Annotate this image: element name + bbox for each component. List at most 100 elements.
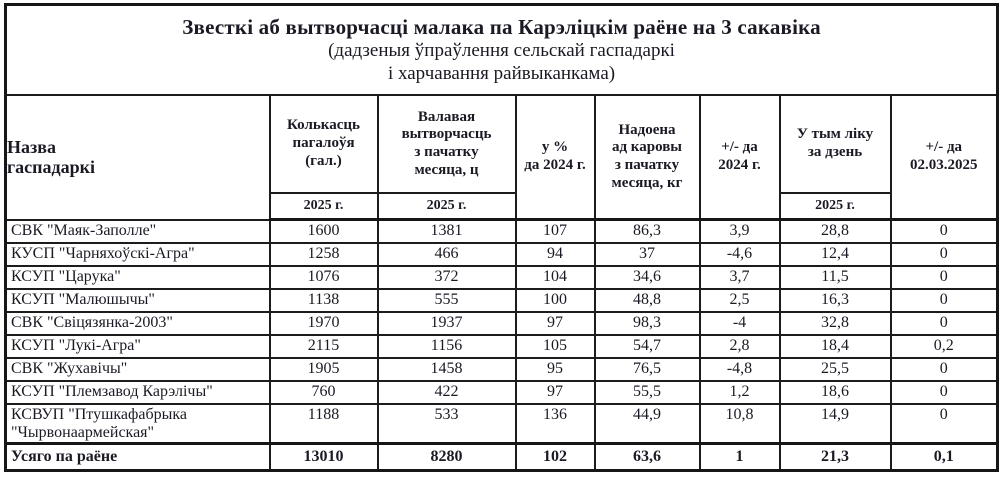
header-per-day: У тым ліку за дзень — [778, 94, 892, 194]
cell-value: -4,6 — [698, 241, 781, 267]
cell-value: 11,5 — [778, 264, 892, 290]
total-value: 63,6 — [593, 442, 701, 472]
subheader-2025-per-day: 2025 г. — [778, 192, 892, 221]
milk-production-table: Звесткі аб вытворчасці малака па Карэліц… — [4, 3, 1000, 473]
cell-value: 3,7 — [698, 264, 781, 290]
cell-value: 1937 — [376, 310, 517, 336]
table-title: Звесткі аб вытворчасці малака па Карэліц… — [4, 3, 999, 96]
cell-value: 18,6 — [778, 379, 892, 405]
cell-value: 37 — [593, 241, 701, 267]
header-livestock-count: Колькасць пагалоўя (гал.) — [268, 94, 379, 194]
cell-value: 100 — [514, 287, 596, 313]
cell-value: 86,3 — [593, 218, 701, 244]
cell-value: 32,8 — [778, 310, 892, 336]
title-line-2: (дадзеныя ўпраўлення сельскай гаспадаркі — [328, 40, 675, 62]
cell-value: 97 — [514, 310, 596, 336]
cell-value: 104 — [514, 264, 596, 290]
cell-value: 0 — [889, 264, 999, 290]
cell-value: 1076 — [268, 264, 379, 290]
subheader-2025-output: 2025 г. — [376, 192, 517, 221]
cell-value: 1600 — [268, 218, 379, 244]
cell-value: 28,8 — [778, 218, 892, 244]
cell-value: 1458 — [376, 356, 517, 382]
cell-value: 0 — [889, 287, 999, 313]
header-diff-to-date: +/- да 02.03.2025 — [889, 94, 999, 221]
title-line-1: Звесткі аб вытворчасці малака па Карэліц… — [182, 15, 821, 40]
cell-value: 18,4 — [778, 333, 892, 359]
cell-value: 105 — [514, 333, 596, 359]
cell-value: 25,5 — [778, 356, 892, 382]
cell-value: 555 — [376, 287, 517, 313]
total-label: Усяго па раёне — [4, 442, 271, 472]
total-row: Усяго па раёне 13010 8280 102 63,6 1 21,… — [4, 442, 999, 472]
cell-value: 1381 — [376, 218, 517, 244]
farm-name: КСУП "Царука" — [4, 264, 271, 290]
table-row: КУСП "Чарняхоўскі-Агра" 1258 466 94 37 -… — [4, 241, 999, 267]
total-value: 102 — [514, 442, 596, 472]
cell-value: 372 — [376, 264, 517, 290]
cell-value: 1905 — [268, 356, 379, 382]
cell-value: 10,8 — [698, 402, 781, 445]
farm-name: КСВУП "Птушкафабрыка "Чырвонаармейская" — [4, 402, 271, 445]
total-value: 13010 — [268, 442, 379, 472]
cell-value: 34,6 — [593, 264, 701, 290]
farm-name: СВК "Жухавічы" — [4, 356, 271, 382]
title-line-3: і харчавання райвыканкама) — [387, 62, 616, 84]
header-percent-to-2024: у % да 2024 г. — [514, 94, 596, 221]
cell-value: 1138 — [268, 287, 379, 313]
cell-value: 0 — [889, 310, 999, 336]
farm-name: СВК "Маяк-Заполле" — [4, 218, 271, 244]
cell-value: 2,8 — [698, 333, 781, 359]
cell-value: 2115 — [268, 333, 379, 359]
cell-value: 533 — [376, 402, 517, 445]
cell-value: 0 — [889, 379, 999, 405]
table-row: КСУП "Малюшычы" 1138 555 100 48,8 2,5 16… — [4, 287, 999, 313]
cell-value: 1156 — [376, 333, 517, 359]
cell-value: -4 — [698, 310, 781, 336]
farm-name: СВК "Свіцязянка-2003" — [4, 310, 271, 336]
cell-value: 14,9 — [778, 402, 892, 445]
cell-value: 0,2 — [889, 333, 999, 359]
farm-name: КУСП "Чарняхоўскі-Агра" — [4, 241, 271, 267]
table-row: СВК "Свіцязянка-2003" 1970 1937 97 98,3 … — [4, 310, 999, 336]
cell-value: 16,3 — [778, 287, 892, 313]
cell-value: 1970 — [268, 310, 379, 336]
table-row: СВК "Маяк-Заполле" 1600 1381 107 86,3 3,… — [4, 218, 999, 244]
cell-value: 54,7 — [593, 333, 701, 359]
cell-value: 107 — [514, 218, 596, 244]
cell-value: 98,3 — [593, 310, 701, 336]
table-row: СВК "Жухавічы" 1905 1458 95 76,5 -4,8 25… — [4, 356, 999, 382]
cell-value: 48,8 — [593, 287, 701, 313]
cell-value: 1,2 — [698, 379, 781, 405]
cell-value: 55,5 — [593, 379, 701, 405]
cell-value: 0 — [889, 218, 999, 244]
table-row: КСУП "Лукі-Агра" 2115 1156 105 54,7 2,8 … — [4, 333, 999, 359]
farm-name: КСУП "Племзавод Карэлічы" — [4, 379, 271, 405]
total-value: 8280 — [376, 442, 517, 472]
cell-value: 44,9 — [593, 402, 701, 445]
total-value: 1 — [698, 442, 781, 472]
cell-value: 97 — [514, 379, 596, 405]
cell-value: 0 — [889, 241, 999, 267]
header-row: Назва гаспадаркі Колькасць пагалоўя (гал… — [4, 94, 999, 221]
subheader-2025-livestock: 2025 г. — [268, 192, 379, 221]
cell-value: 136 — [514, 402, 596, 445]
cell-value: 422 — [376, 379, 517, 405]
farm-name: КСУП "Лукі-Агра" — [4, 333, 271, 359]
table-row: КСВУП "Птушкафабрыка "Чырвонаармейская" … — [4, 402, 999, 445]
cell-value: 12,4 — [778, 241, 892, 267]
total-value: 21,3 — [778, 442, 892, 472]
cell-value: 1188 — [268, 402, 379, 445]
cell-value: 1258 — [268, 241, 379, 267]
cell-value: 3,9 — [698, 218, 781, 244]
cell-value: 0 — [889, 402, 999, 445]
cell-value: 2,5 — [698, 287, 781, 313]
sub-header-row: 2025 г. 2025 г. 2025 г. — [6, 192, 998, 221]
header-farm-name: Назва гаспадаркі — [4, 94, 271, 221]
cell-value: 76,5 — [593, 356, 701, 382]
cell-value: 760 — [268, 379, 379, 405]
cell-value: -4,8 — [698, 356, 781, 382]
header-diff-to-2024: +/- да 2024 г. — [698, 94, 781, 221]
table-row: КСУП "Царука" 1076 372 104 34,6 3,7 11,5… — [4, 264, 999, 290]
